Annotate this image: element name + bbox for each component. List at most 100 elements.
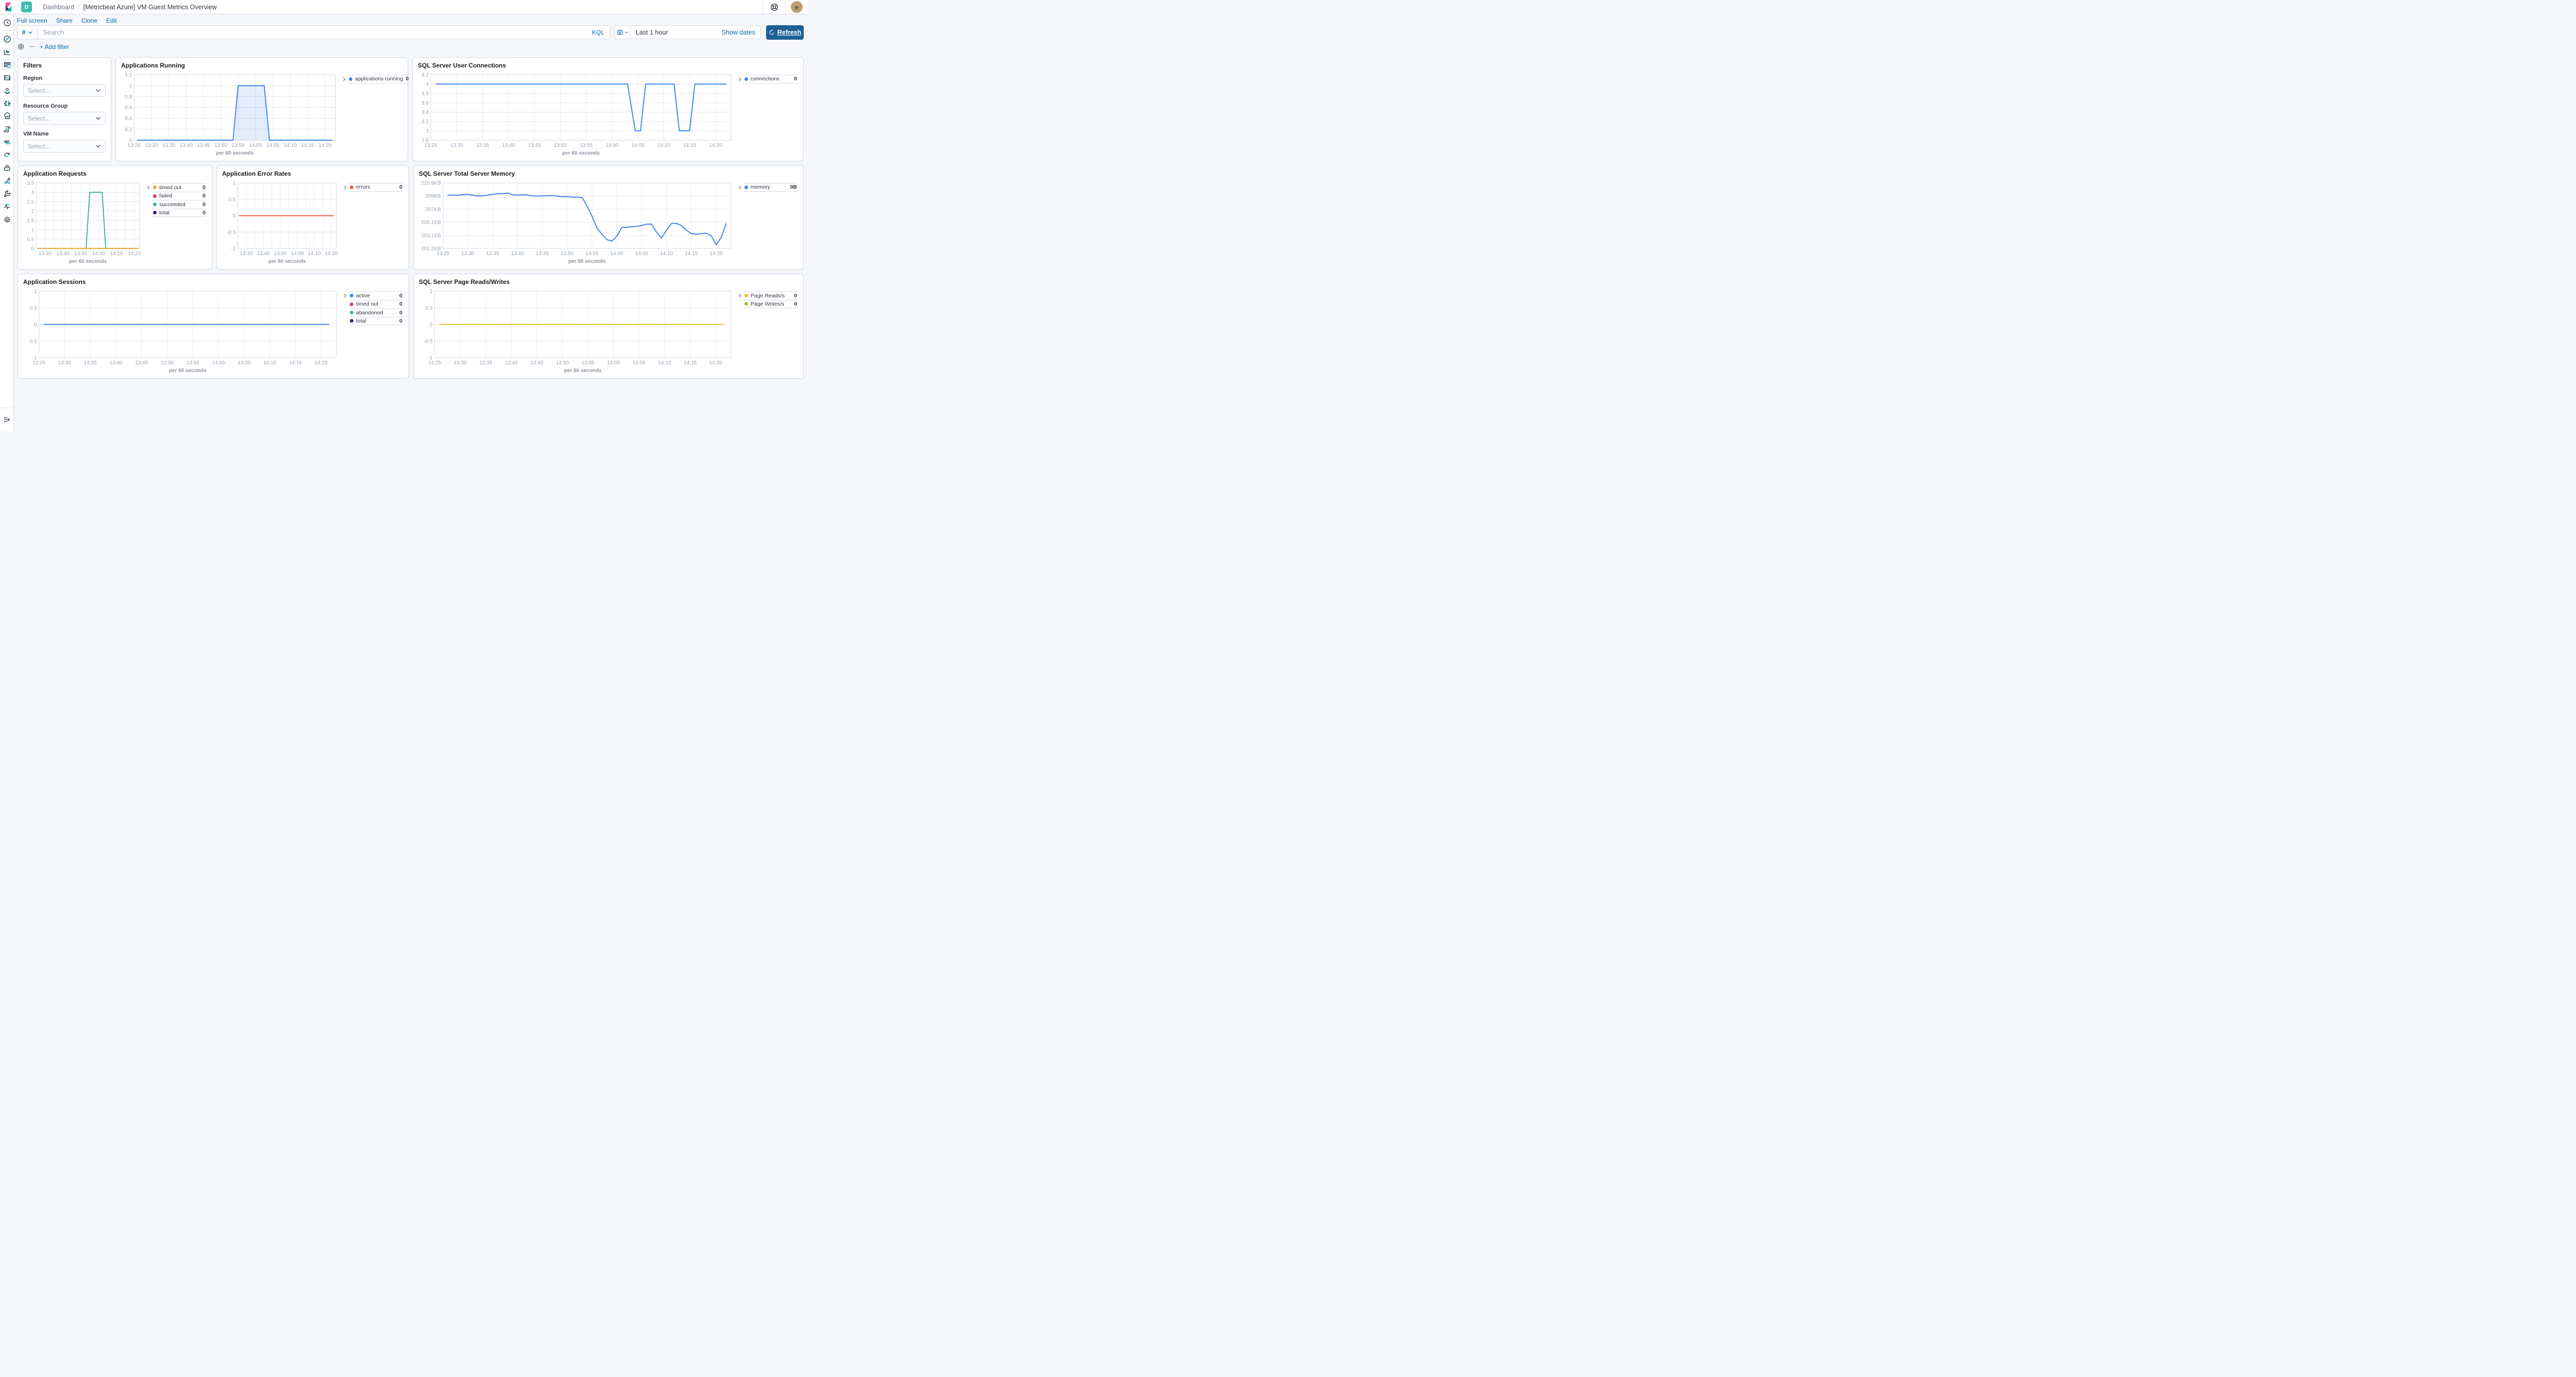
sidebar-item-infrastructure[interactable]	[0, 110, 14, 123]
share-button[interactable]: Share	[56, 17, 73, 24]
add-filter-button[interactable]: + Add filter	[40, 43, 70, 51]
show-dates-button[interactable]: Show dates	[721, 28, 755, 36]
sidebar-item-dev-tools[interactable]	[0, 187, 14, 200]
svg-text:13:30: 13:30	[240, 251, 253, 257]
legend-item[interactable]: Page Reads/s 0	[743, 291, 798, 300]
legend-series-label: errors	[356, 184, 370, 191]
legend-toggle-button[interactable]	[736, 291, 743, 298]
legend-item[interactable]: total 0	[152, 208, 207, 217]
chevron-down-icon	[96, 89, 100, 92]
svg-text:14:00: 14:00	[92, 251, 105, 257]
legend-item[interactable]: succeeded 0	[152, 200, 207, 209]
help-button[interactable]	[762, 0, 785, 14]
legend-item[interactable]: active 0	[349, 291, 403, 300]
sidebar-item-graph[interactable]	[0, 174, 14, 187]
svg-text:13:55: 13:55	[580, 143, 592, 148]
svg-text:14:20: 14:20	[709, 360, 722, 366]
select-placeholder: Select...	[28, 87, 50, 94]
sidebar-item-apm[interactable]	[0, 136, 14, 148]
nav-divider	[2, 30, 11, 31]
svg-text:3.4: 3.4	[421, 110, 429, 115]
legend-item[interactable]: abandoned 0	[349, 308, 403, 317]
legend-series-dot	[153, 203, 157, 207]
legend-item[interactable]: memory 0B	[743, 183, 798, 192]
chart-canvas[interactable]: 0 0.5 1 1.5 2 2.5 3 3.5 13:30 13:40 13:50 14:00 14:1…	[23, 179, 145, 265]
search-input[interactable]: Search	[43, 28, 64, 36]
refresh-button[interactable]: Refresh	[766, 25, 804, 40]
legend-toggle-button[interactable]	[736, 75, 743, 82]
nav-collapse-button[interactable]	[0, 408, 14, 431]
space-avatar[interactable]: D	[21, 2, 32, 12]
svg-text:per 60 seconds: per 60 seconds	[564, 368, 602, 374]
legend-series-value: 0	[794, 292, 797, 299]
legend-toggle-button[interactable]	[342, 291, 349, 298]
chart-canvas[interactable]: 2.8 3 3.2 3.4 3.6 3.8 4 4.2 13:25 13:30 13:35 13:40…	[418, 71, 736, 157]
legend-toggle-button[interactable]	[342, 183, 349, 190]
legend-item[interactable]: failed 0	[152, 191, 207, 200]
legend-series-label: Page Writes/s	[751, 300, 785, 307]
chart-canvas[interactable]: -1 -0.5 0 0.5 1 13:25 13:30 13:35 13:40 13:45 13:5…	[419, 287, 736, 374]
filter-bar: + Add filter	[17, 42, 69, 51]
svg-text:13:30: 13:30	[461, 251, 474, 257]
full-screen-button[interactable]: Full screen	[17, 17, 47, 24]
siem-icon	[4, 164, 10, 171]
sidebar-item-siem[interactable]	[0, 161, 14, 174]
chart-canvas[interactable]: 0 0.2 0.4 0.6 0.8 1 1.2 13:25 13:30 13:35 13:40 13:…	[121, 71, 341, 157]
sidebar-item-maps[interactable]	[0, 84, 14, 97]
legend-item[interactable]: errors 0	[349, 183, 403, 192]
legend-series-label: succeeded	[159, 201, 185, 208]
legend-series-dot	[350, 294, 353, 298]
legend-item[interactable]: timed out 0	[152, 183, 207, 192]
svg-text:per 60 seconds: per 60 seconds	[69, 259, 107, 264]
chart-canvas[interactable]: -1 -0.5 0 0.5 1 13:25 13:30 13:35 13:40 13:45 13:5…	[23, 287, 342, 374]
legend-item[interactable]: applications running 0	[348, 75, 410, 83]
svg-text:14:10: 14:10	[308, 251, 321, 257]
sidebar-item-dashboard[interactable]	[0, 58, 14, 71]
sidebar-item-recently-viewed[interactable]	[0, 16, 14, 29]
filter-options-button[interactable]	[17, 43, 25, 51]
svg-text:0.2: 0.2	[125, 127, 132, 132]
sidebar-item-monitoring[interactable]	[0, 200, 14, 213]
sidebar-item-discover[interactable]	[0, 32, 14, 45]
legend-toggle-button[interactable]	[145, 183, 152, 190]
sidebar-item-management[interactable]	[0, 213, 14, 226]
legend-item[interactable]: timed out 0	[349, 299, 403, 309]
clone-button[interactable]: Clone	[81, 17, 98, 24]
query-language-button[interactable]: KQL	[591, 28, 604, 36]
breadcrumb-dashboard-link[interactable]: Dashboard	[43, 3, 75, 11]
breadcrumb-separator: /	[78, 3, 80, 11]
sidebar-item-visualize[interactable]	[0, 45, 14, 58]
filter-select-vm-name[interactable]: Select...	[23, 140, 106, 153]
chevron-right-icon	[738, 186, 741, 190]
saved-query-menu-button[interactable]: #	[18, 26, 38, 39]
panel-applications-running: Applications Running 0 0.2 0.4 0.6 0.8 1 1.2 13:…	[115, 57, 410, 161]
svg-text:14:05: 14:05	[238, 360, 250, 366]
quick-select-menu-button[interactable]	[615, 26, 631, 39]
sidebar-item-machine-learning[interactable]	[0, 97, 14, 110]
time-range-value[interactable]: Last 1 hour	[636, 28, 668, 36]
filter-select-resource-group[interactable]: Select...	[23, 112, 106, 125]
svg-text:13:45: 13:45	[135, 360, 148, 366]
legend-toggle-button[interactable]	[736, 183, 743, 190]
legend-item[interactable]: connections 0	[743, 75, 798, 83]
kibana-logo[interactable]	[0, 0, 18, 14]
svg-text:14:20: 14:20	[128, 251, 141, 257]
calendar-icon	[617, 29, 622, 35]
svg-text:1.5: 1.5	[27, 218, 34, 224]
sidebar-item-canvas[interactable]	[0, 71, 14, 84]
svg-text:13:35: 13:35	[479, 360, 492, 366]
sidebar-item-logs[interactable]	[0, 123, 14, 136]
edit-button[interactable]: Edit	[106, 17, 117, 24]
svg-text:13:30: 13:30	[454, 360, 467, 366]
chart-canvas[interactable]: -1 -0.5 0 0.5 1 13:30 13:40 13:50 14:00 14:10 14:2…	[222, 179, 342, 265]
sidebar-item-uptime[interactable]	[0, 148, 14, 161]
svg-text:14:15: 14:15	[684, 360, 697, 366]
legend-item[interactable]: Page Writes/s 0	[743, 299, 798, 308]
svg-text:-0.5: -0.5	[227, 230, 236, 236]
legend-item[interactable]: total 0	[349, 316, 403, 325]
filter-select-region[interactable]: Select...	[23, 84, 106, 97]
chart-canvas[interactable]: 201.2KB 203.1KB 205.1KB 207KB 209KB 210.9KB 13…	[419, 179, 736, 265]
legend-series-label: failed	[159, 193, 173, 199]
user-menu-button[interactable]: e	[785, 0, 808, 14]
legend-toggle-button[interactable]	[341, 75, 348, 82]
